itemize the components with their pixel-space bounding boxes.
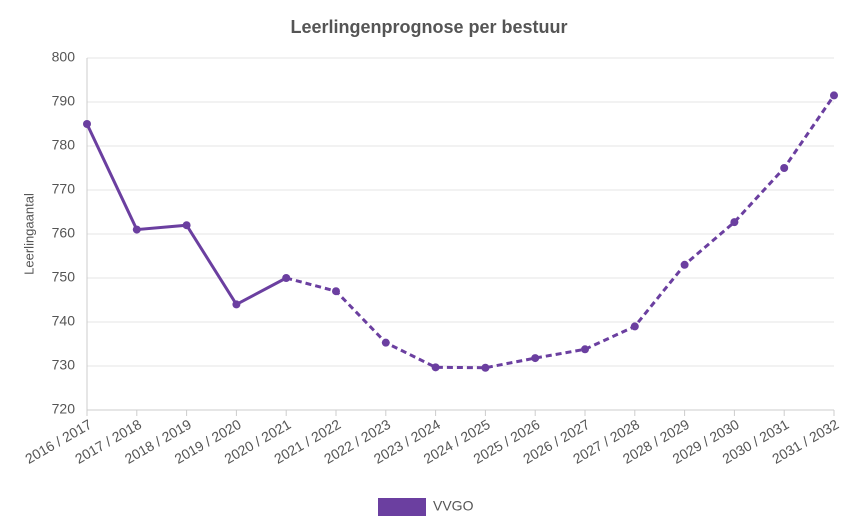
point xyxy=(282,274,291,282)
point xyxy=(431,363,440,372)
y-tick-label: 740 xyxy=(52,313,76,329)
point xyxy=(381,338,390,347)
point xyxy=(132,225,141,234)
y-tick-label: 730 xyxy=(52,357,76,373)
point xyxy=(630,322,639,331)
point xyxy=(232,300,241,309)
y-tick-label: 780 xyxy=(52,137,76,153)
point xyxy=(830,91,838,100)
line-forecast xyxy=(285,94,836,370)
y-tick-label: 760 xyxy=(52,225,76,241)
y-tick-label: 720 xyxy=(52,401,76,417)
legend-label: VVGO xyxy=(433,498,474,514)
point xyxy=(730,218,739,227)
point xyxy=(83,120,91,128)
y-tick-label: 770 xyxy=(52,181,76,197)
point xyxy=(780,164,789,172)
y-axis-label: Leerlingaantal xyxy=(21,193,36,275)
point xyxy=(581,345,589,354)
point xyxy=(182,221,191,230)
y-tick-label: 790 xyxy=(52,93,76,109)
chart-title: Leerlingenprognose per bestuur xyxy=(290,17,567,37)
point xyxy=(332,287,340,296)
point xyxy=(680,260,689,269)
point xyxy=(481,363,490,372)
line-actual xyxy=(85,123,287,307)
legend-swatch xyxy=(378,498,426,516)
y-tick-label: 750 xyxy=(52,269,76,285)
point xyxy=(531,354,540,363)
y-tick-label: 800 xyxy=(52,49,76,65)
